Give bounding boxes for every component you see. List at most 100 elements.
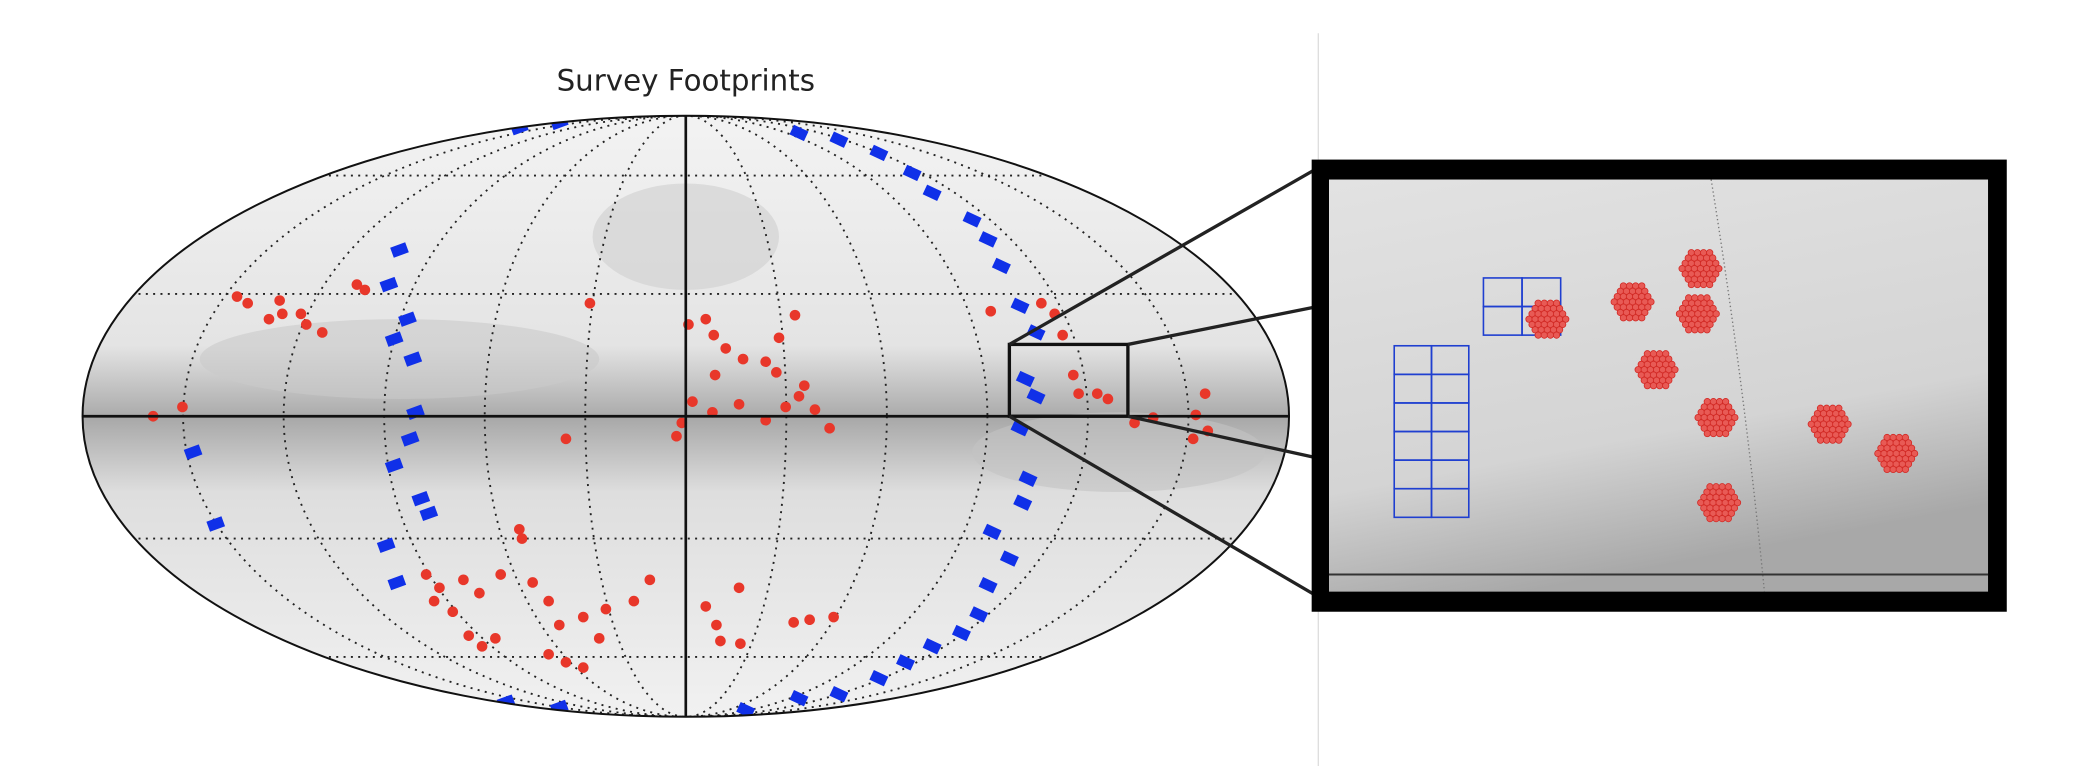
red-tile	[1662, 382, 1670, 390]
blue-footprint	[1010, 420, 1030, 437]
map-border	[81, 114, 1291, 718]
red-footprint	[1067, 369, 1079, 381]
red-tile	[1638, 314, 1646, 322]
red-footprint	[177, 401, 188, 413]
chart-title: Survey Footprints	[557, 63, 815, 97]
red-footprint	[720, 343, 732, 354]
red-footprint	[447, 606, 459, 618]
inset-meridian	[1710, 179, 1766, 592]
blue-footprint	[183, 444, 203, 460]
blue-footprint	[419, 505, 439, 522]
zoom-connectors	[1008, 164, 1322, 600]
blue-footprint	[829, 685, 849, 703]
red-tile	[1540, 331, 1548, 339]
red-footprint	[295, 308, 307, 320]
red-footprint	[274, 295, 285, 306]
red-tile	[1556, 304, 1564, 313]
red-tile	[1641, 287, 1649, 295]
red-footprint	[1187, 433, 1199, 445]
red-tile	[1911, 449, 1919, 458]
red-footprint	[804, 614, 815, 626]
red-footprint	[1102, 393, 1114, 405]
red-tile	[1556, 326, 1564, 334]
red-tile	[1706, 320, 1714, 329]
red-tile	[1907, 455, 1916, 463]
red-footprint	[463, 630, 475, 641]
blue-tile	[1430, 487, 1470, 519]
red-footprint	[1073, 388, 1084, 399]
blue-footprint	[896, 654, 916, 671]
red-tile	[1706, 515, 1714, 523]
red-tile	[1829, 436, 1837, 444]
blue-footprint	[789, 124, 809, 142]
red-tile	[1668, 371, 1676, 379]
red-footprint	[687, 396, 698, 407]
blue-footprint	[978, 576, 998, 594]
red-footprint	[577, 611, 589, 623]
red-footprint	[1091, 388, 1103, 399]
red-footprint	[490, 633, 501, 644]
red-tile	[1712, 515, 1720, 523]
red-tile	[1712, 310, 1720, 318]
red-tile	[1895, 465, 1903, 474]
blue-footprint	[411, 490, 431, 507]
red-footprint	[231, 291, 243, 302]
red-footprint	[593, 633, 605, 644]
red-footprint	[516, 533, 528, 544]
red-tile	[1656, 382, 1664, 390]
red-footprint	[715, 635, 726, 647]
red-footprint	[351, 279, 363, 290]
red-footprint	[828, 611, 839, 623]
blue-footprint	[379, 276, 399, 293]
red-footprint	[773, 332, 785, 344]
red-footprint	[788, 617, 799, 628]
red-tile	[1552, 299, 1561, 307]
red-tile	[1730, 504, 1739, 512]
blue-footprint	[403, 351, 423, 367]
red-footprint	[700, 601, 712, 612]
red-tile	[1712, 270, 1720, 278]
red-footprint	[359, 284, 371, 296]
red-tile	[1638, 282, 1646, 290]
blue-footprint	[384, 457, 404, 474]
red-footprint	[628, 595, 640, 607]
red-tile	[1823, 436, 1831, 444]
red-tile	[1844, 420, 1852, 428]
red-tile	[1534, 331, 1542, 339]
red-tile	[1709, 254, 1717, 262]
red-tile	[1559, 320, 1567, 329]
blue-footprint	[398, 311, 417, 327]
red-tile	[1722, 429, 1730, 438]
red-tile	[1883, 465, 1891, 474]
red-tile	[1665, 355, 1673, 363]
red-footprint	[671, 430, 682, 442]
red-tile	[1725, 424, 1733, 432]
blue-footprint	[376, 537, 396, 553]
red-tile	[1552, 331, 1561, 339]
inset-blue-footprints	[1393, 277, 1562, 519]
red-footprint	[600, 603, 612, 615]
blue-footprint	[922, 638, 942, 655]
blue-footprint	[1010, 297, 1030, 315]
red-footprint	[458, 574, 469, 586]
red-footprint	[1057, 329, 1068, 341]
blue-footprint	[1015, 370, 1035, 388]
red-tile	[1838, 409, 1846, 418]
zoom-box	[1007, 342, 1130, 418]
blue-footprint	[1013, 494, 1033, 511]
red-tile	[1718, 515, 1726, 523]
blue-footprint	[1018, 470, 1038, 487]
red-footprint	[737, 353, 749, 365]
inset	[1328, 179, 1989, 592]
blue-footprint	[962, 211, 982, 228]
red-tile	[1728, 419, 1736, 427]
blue-footprint	[1026, 324, 1046, 341]
red-tile	[1712, 259, 1720, 267]
red-tile	[1693, 280, 1702, 289]
red-footprint	[708, 329, 720, 341]
red-tile	[1904, 460, 1913, 468]
blue-footprint	[390, 242, 409, 258]
red-tile	[1715, 265, 1723, 273]
